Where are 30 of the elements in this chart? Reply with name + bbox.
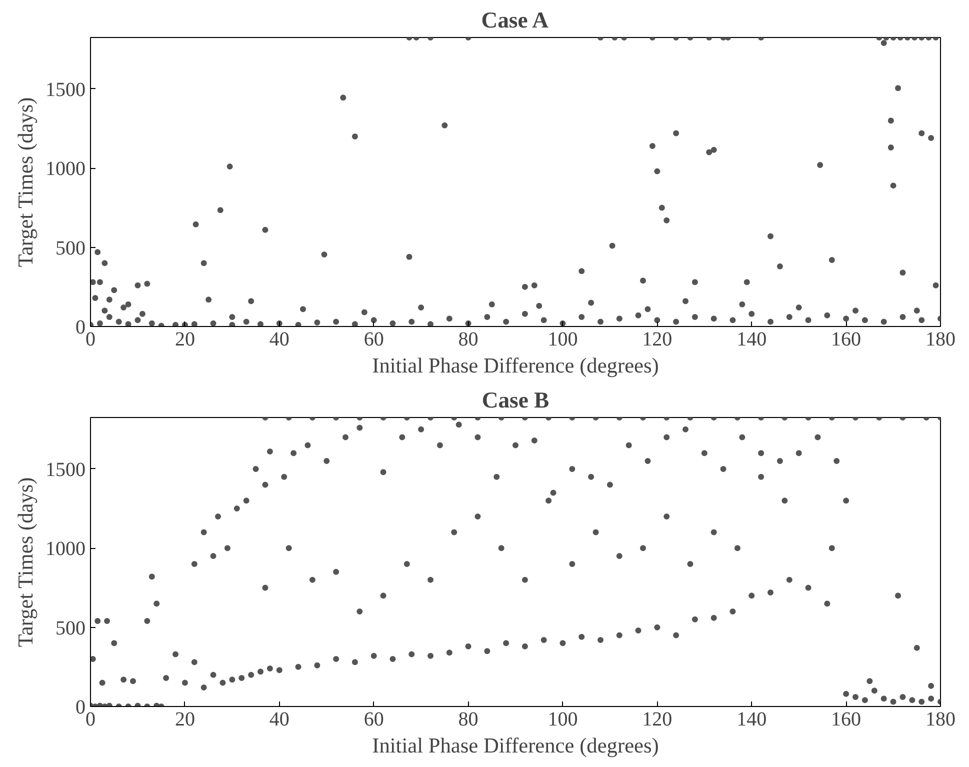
x-tick-label: 60 [364,328,384,350]
chart-title: Case A [481,8,550,32]
x-tick-label: 160 [831,328,862,350]
x-tick-label: 60 [364,708,384,730]
y-tick-label: 500 [56,617,86,640]
y-tick-label: 1000 [46,158,86,180]
x-tick-label: 180 [926,708,956,730]
y-axis-title: Target Times (days) [14,477,38,648]
x-tick-label: 120 [642,708,672,730]
y-axis-title: Target Times (days) [14,97,38,268]
y-tick-label: 1500 [46,78,86,101]
x-axis-title: Initial Phase Difference (degrees) [372,354,659,378]
y-tick-label: 1000 [46,538,86,560]
x-tick-label: 100 [548,708,578,730]
x-tick-label: 100 [548,328,578,350]
x-tick-label: 20 [174,708,195,730]
x-tick-label: 20 [174,328,195,350]
chart-title: Case B [482,388,550,412]
x-tick-label: 140 [736,708,767,730]
x-tick-label: 40 [269,328,290,350]
x-tick-label: 140 [736,328,767,350]
x-tick-label: 160 [831,708,862,730]
x-axis-title: Initial Phase Difference (degrees) [372,734,659,758]
x-tick-label: 120 [642,328,672,350]
x-tick-label: 40 [269,708,290,730]
x-tick-label: 80 [458,328,478,350]
x-tick-label: 80 [458,708,478,730]
y-tick-label: 500 [56,237,86,260]
x-tick-label: 180 [926,328,956,350]
y-tick-label: 1500 [46,458,86,481]
